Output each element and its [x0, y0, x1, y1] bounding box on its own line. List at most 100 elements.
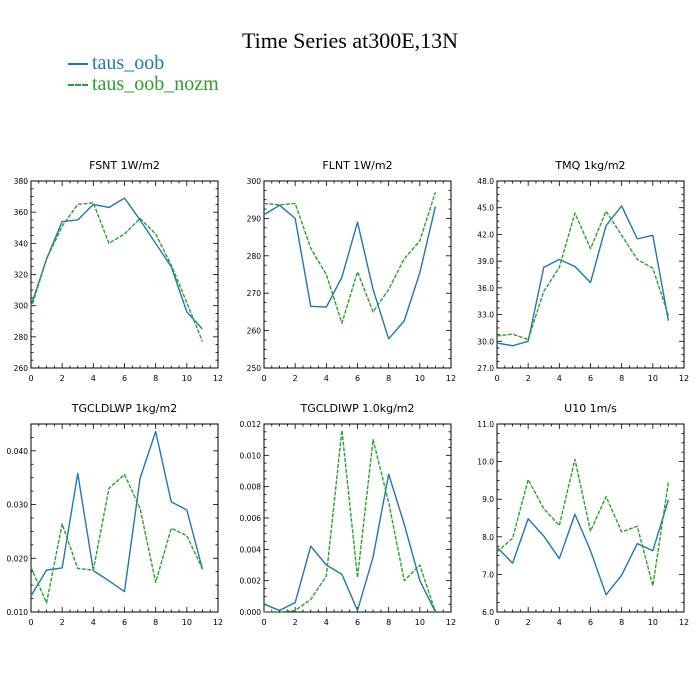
x-tick-label: 0	[28, 374, 33, 383]
y-tick-label: 0.020	[7, 554, 29, 563]
x-tick-label: 2	[293, 374, 298, 383]
y-tick-label: 0.012	[240, 420, 262, 429]
y-tick-label: 340	[14, 239, 29, 248]
x-tick-label: 12	[446, 374, 456, 383]
y-tick-label: 9.0	[482, 495, 494, 504]
y-tick-label: 10.0	[477, 458, 494, 467]
y-tick-label: 0.030	[7, 501, 29, 510]
legend-label-2: taus_oob_nozm	[92, 73, 219, 95]
x-tick-label: 4	[324, 374, 329, 383]
legend-entry-2: taus_oob_nozm	[68, 73, 219, 96]
y-tick-label: 280	[247, 252, 262, 261]
series-line-taus-oob	[30, 197, 203, 330]
y-tick-label: 300	[14, 302, 29, 311]
series-line-taus-oob-nozm	[263, 192, 437, 324]
chart-panel-6: U10 1m/s 0 2 4 6 8 10 12 6.0 7.0 8.0 9.0 10.0 11.0	[477, 402, 689, 627]
x-tick-label: 8	[153, 374, 158, 383]
legend-label-1: taus_oob	[92, 52, 165, 74]
y-tick-label: 33.0	[477, 311, 494, 320]
chart-title: TGCLDLWP 1kg/m2	[71, 402, 177, 415]
y-tick-label: 42.0	[477, 230, 494, 239]
x-tick-label: 0	[28, 618, 33, 627]
legend-line-1	[68, 62, 88, 65]
plot-frame	[263, 180, 452, 369]
legend-entry-1: taus_oob	[68, 52, 164, 75]
x-tick-label: 10	[648, 374, 658, 383]
x-tick-label: 12	[679, 374, 689, 383]
series-line-taus-oob	[496, 499, 670, 596]
x-tick-label: 10	[648, 618, 658, 627]
series-line-taus-oob	[30, 430, 204, 597]
x-tick-label: 4	[91, 374, 96, 383]
chart-title: U10 1m/s	[564, 402, 617, 415]
x-tick-label: 0	[494, 618, 499, 627]
x-tick-label: 4	[557, 618, 562, 627]
series-line-taus-oob-nozm	[30, 473, 204, 604]
x-tick-label: 4	[324, 618, 329, 627]
x-tick-label: 10	[415, 374, 425, 383]
y-tick-label: 6.0	[482, 608, 494, 617]
chart-title: TGCLDIWP 1.0kg/m2	[299, 402, 414, 415]
chart-panel-1: FSNT 1W/m2 0 2 4 6 8 10 12 260 280 300 320 340 360 380	[14, 159, 223, 383]
x-tick-label: 4	[91, 618, 96, 627]
y-tick-label: 11.0	[477, 420, 494, 429]
series-line-taus-oob-nozm	[496, 210, 670, 341]
x-tick-label: 0	[261, 374, 266, 383]
y-tick-label: 260	[247, 327, 262, 336]
series-line-taus-oob	[263, 204, 437, 340]
chart-panel-5: TGCLDIWP 1.0kg/m2 0 2 4 6 8 10 12 0.000 0.002 0.00…	[240, 402, 457, 627]
y-tick-label: 360	[14, 208, 29, 217]
x-tick-label: 12	[213, 618, 223, 627]
series-line-taus-oob	[496, 205, 670, 347]
x-tick-label: 2	[526, 374, 531, 383]
x-tick-label: 2	[60, 374, 65, 383]
y-tick-label: 320	[14, 271, 29, 280]
plot-frame	[496, 423, 685, 613]
y-tick-label: 0.002	[240, 577, 262, 586]
y-tick-label: 36.0	[477, 284, 494, 293]
y-tick-label: 27.0	[477, 364, 494, 373]
y-tick-label: 280	[14, 333, 29, 342]
chart-panel-4: TGCLDLWP 1kg/m2 0 2 4 6 8 10 12 0.010 0.020 0.030 0…	[7, 402, 224, 627]
y-tick-label: 48.0	[477, 177, 494, 186]
series-line-taus-oob-nozm	[30, 202, 204, 342]
chart-panel-3: TMQ 1kg/m2 0 2 4 6 8 10 12 27.0 30.0 33.0 36.0 39.0 4…	[477, 159, 689, 383]
x-tick-label: 6	[355, 618, 360, 627]
x-tick-label: 4	[557, 374, 562, 383]
x-tick-label: 6	[588, 374, 593, 383]
x-tick-label: 10	[415, 618, 425, 627]
x-tick-label: 2	[526, 618, 531, 627]
plot-frame	[263, 423, 452, 613]
x-tick-label: 10	[182, 618, 192, 627]
y-tick-label: 0.000	[240, 608, 262, 617]
series-line-taus-oob-nozm	[496, 458, 670, 587]
x-tick-label: 8	[386, 374, 391, 383]
x-tick-label: 8	[619, 374, 624, 383]
plot-frame	[30, 180, 219, 369]
chart-title: FSNT 1W/m2	[89, 159, 160, 172]
x-tick-label: 8	[619, 618, 624, 627]
y-tick-label: 290	[247, 214, 262, 223]
y-tick-label: 0.010	[7, 608, 29, 617]
x-tick-label: 2	[60, 618, 65, 627]
chart-title: FLNT 1W/m2	[322, 159, 392, 172]
y-tick-label: 0.006	[240, 514, 262, 523]
series-line-taus-oob-nozm	[264, 429, 437, 613]
x-tick-label: 6	[588, 618, 593, 627]
x-tick-label: 2	[293, 618, 298, 627]
y-tick-label: 270	[247, 289, 262, 298]
legend-line-2	[68, 83, 88, 86]
x-tick-label: 10	[182, 374, 192, 383]
plot-frame	[30, 423, 219, 613]
chart-title: TMQ 1kg/m2	[554, 159, 625, 172]
y-tick-label: 300	[247, 177, 262, 186]
x-tick-label: 8	[153, 618, 158, 627]
x-tick-label: 6	[122, 374, 127, 383]
y-tick-label: 0.040	[7, 447, 29, 456]
y-tick-label: 0.010	[240, 451, 262, 460]
x-tick-label: 8	[386, 618, 391, 627]
x-tick-label: 12	[213, 374, 223, 383]
y-tick-label: 250	[247, 364, 262, 373]
x-tick-label: 0	[261, 618, 266, 627]
